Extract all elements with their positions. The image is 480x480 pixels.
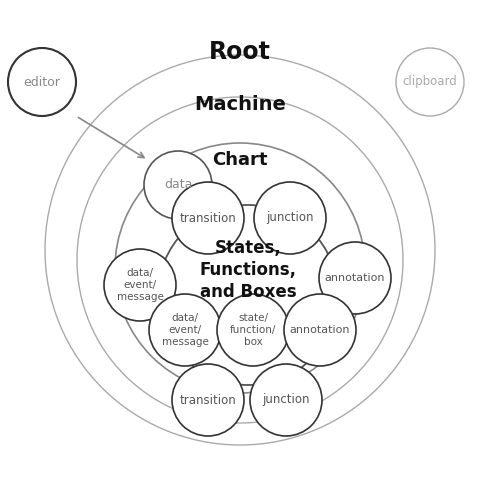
Circle shape (250, 364, 322, 436)
Circle shape (149, 294, 221, 366)
Circle shape (104, 249, 176, 321)
Text: Root: Root (209, 40, 271, 64)
Circle shape (45, 55, 435, 445)
Circle shape (396, 48, 464, 116)
Circle shape (172, 364, 244, 436)
Text: transition: transition (180, 394, 236, 407)
Circle shape (77, 97, 403, 423)
Text: annotation: annotation (325, 273, 385, 283)
Circle shape (144, 151, 212, 219)
Text: data: data (164, 179, 192, 192)
Text: annotation: annotation (290, 325, 350, 335)
Circle shape (115, 143, 365, 393)
Text: junction: junction (266, 212, 314, 225)
Text: data/
event/
message: data/ event/ message (162, 312, 208, 348)
Text: clipboard: clipboard (403, 75, 457, 88)
Circle shape (172, 182, 244, 254)
Circle shape (319, 242, 391, 314)
Text: editor: editor (24, 75, 60, 88)
Text: Chart: Chart (212, 151, 268, 169)
Text: state/
function/
box: state/ function/ box (230, 312, 276, 348)
Circle shape (284, 294, 356, 366)
Circle shape (254, 182, 326, 254)
Circle shape (158, 205, 338, 385)
Text: data/
event/
message: data/ event/ message (117, 268, 163, 302)
Text: junction: junction (262, 394, 310, 407)
Circle shape (8, 48, 76, 116)
Text: Machine: Machine (194, 96, 286, 115)
Text: States,
Functions,
and Boxes: States, Functions, and Boxes (200, 239, 297, 301)
Circle shape (217, 294, 289, 366)
Text: transition: transition (180, 212, 236, 225)
